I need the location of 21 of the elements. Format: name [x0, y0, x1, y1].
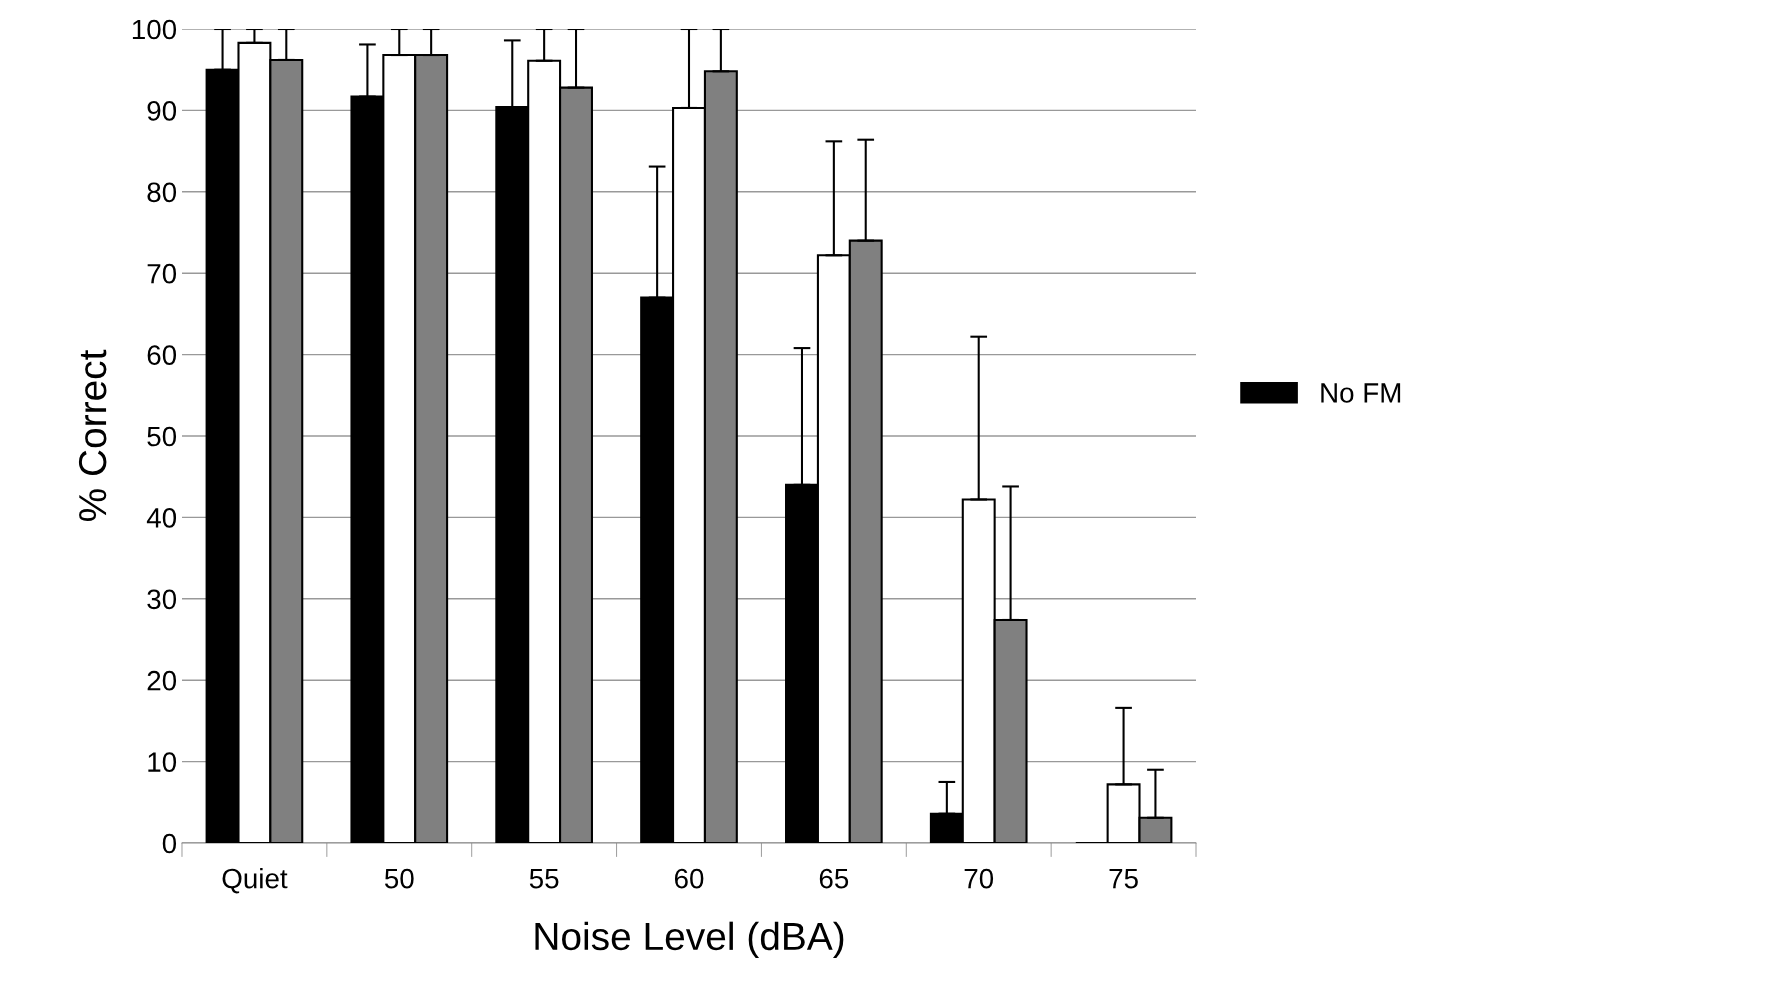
- legend-label: No FM: [1321, 383, 1401, 403]
- y-tick-label: 70: [147, 263, 177, 284]
- x-tick-label: 60: [674, 868, 704, 889]
- x-tick-label: Quiet: [222, 868, 288, 894]
- x-tick-label: 55: [529, 869, 559, 889]
- y-axis-title: % Correct: [78, 349, 107, 522]
- y-tick-label: 80: [147, 182, 177, 203]
- y-tick-label: 60: [147, 345, 177, 365]
- y-tick-label: 90: [147, 101, 177, 121]
- x-axis-title: Noise Level (dBA): [535, 921, 844, 958]
- x-tick-label: 70: [964, 868, 994, 889]
- x-tick-label: 65: [819, 868, 849, 889]
- y-tick-label: 0: [162, 833, 177, 854]
- y-tick-label: 40: [146, 508, 177, 528]
- x-tick-label: 75: [1109, 869, 1138, 889]
- y-tick-label: 50: [147, 426, 177, 447]
- x-tick-label: 50: [384, 868, 414, 889]
- y-tick-label: 10: [148, 752, 177, 772]
- y-tick-label: 30: [147, 589, 177, 610]
- y-tick-label: 20: [147, 670, 177, 691]
- y-tick-label: 100: [132, 19, 177, 40]
